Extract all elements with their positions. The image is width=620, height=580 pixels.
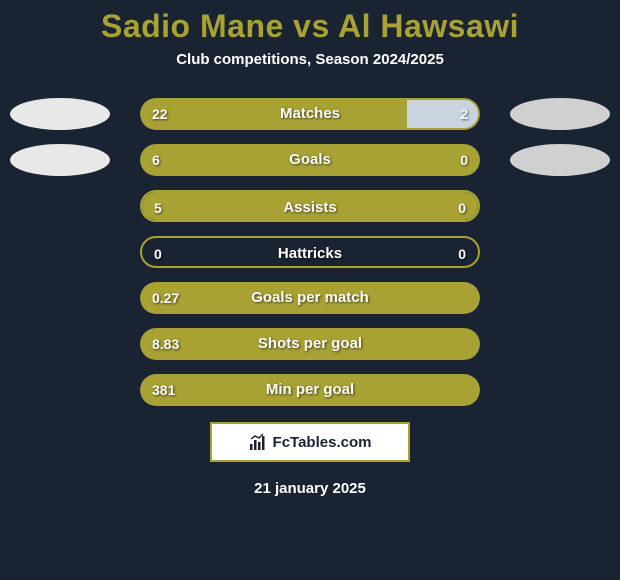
metric-label: Min per goal <box>140 374 480 406</box>
metric-row: 50Assists <box>0 190 620 222</box>
metric-label: Assists <box>142 192 478 222</box>
chart-icon <box>249 433 267 451</box>
footer-date: 21 january 2025 <box>0 480 620 497</box>
metric-row: 00Hattricks <box>0 236 620 268</box>
stat-bar: 60Goals <box>140 144 480 176</box>
metric-label: Matches <box>140 98 480 130</box>
metric-label: Goals per match <box>140 282 480 314</box>
metric-label: Goals <box>140 144 480 176</box>
metric-row: 222Matches <box>0 98 620 130</box>
stat-bar: 381Min per goal <box>140 374 480 406</box>
stat-bar: 00Hattricks <box>140 236 480 268</box>
stat-bar: 50Assists <box>140 190 480 222</box>
subtitle: Club competitions, Season 2024/2025 <box>0 51 620 68</box>
stat-bar: 0.27Goals per match <box>140 282 480 314</box>
stat-bar: 8.83Shots per goal <box>140 328 480 360</box>
metric-row: 8.83Shots per goal <box>0 328 620 360</box>
metric-label: Shots per goal <box>140 328 480 360</box>
metric-row: 60Goals <box>0 144 620 176</box>
site-name: FcTables.com <box>273 434 372 451</box>
metric-row: 381Min per goal <box>0 374 620 406</box>
player-left-ellipse <box>10 144 110 176</box>
metric-label: Hattricks <box>142 238 478 268</box>
page-title: Sadio Mane vs Al Hawsawi <box>0 0 620 45</box>
player-right-ellipse <box>510 144 610 176</box>
comparison-chart: 222Matches 60Goals 50Assists 00Hattricks 0.2… <box>0 98 620 406</box>
player-left-ellipse <box>10 98 110 130</box>
metric-row: 0.27Goals per match <box>0 282 620 314</box>
site-badge: FcTables.com <box>210 422 410 462</box>
stat-bar: 222Matches <box>140 98 480 130</box>
player-right-ellipse <box>510 98 610 130</box>
